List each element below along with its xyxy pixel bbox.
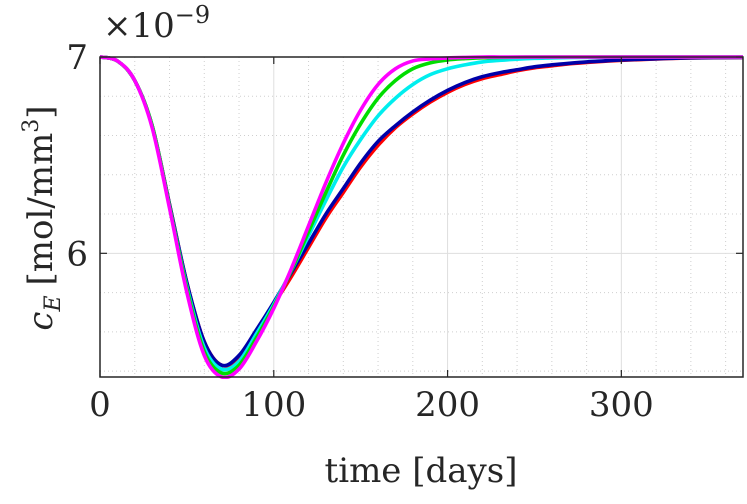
major-grid (100, 57, 743, 377)
x-tick-label: 300 (589, 385, 654, 425)
series-layer (100, 55, 743, 379)
y-tick-label: 7 (66, 38, 88, 78)
x-tick-label: 200 (415, 385, 480, 425)
x-axis-label: time [days] (325, 451, 518, 491)
y-axis-label: cE[mol/mm3] (19, 105, 66, 330)
y-tick-label: 6 (66, 234, 88, 274)
x-tick-label: 0 (89, 385, 111, 425)
minor-grid (100, 57, 743, 377)
y-exponent-label: ×10−9 (103, 1, 210, 46)
y-axis-label-group: cE[mol/mm3] (19, 105, 66, 330)
plot-frame (99, 56, 744, 378)
x-tick-label: 100 (241, 385, 306, 425)
ticks-layer: 0 100 200 300 6 7 (66, 38, 743, 425)
